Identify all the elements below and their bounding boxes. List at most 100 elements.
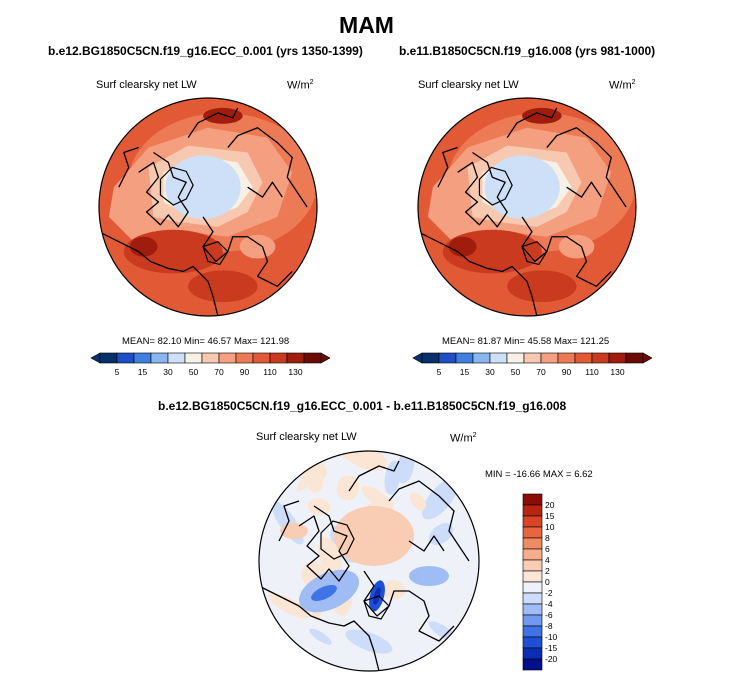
colorbar-label: 15 [138, 367, 148, 377]
colorbar-swatch [574, 352, 593, 364]
field-region [558, 234, 595, 259]
map-boundary [98, 97, 318, 317]
colorbar-end-low [90, 352, 101, 364]
colorbar-label: -8 [545, 621, 553, 631]
colorbar-end-high [320, 352, 330, 364]
colorbar-label: -10 [545, 632, 558, 642]
colorbar-label: 15 [460, 367, 470, 377]
colorbar-swatch [218, 352, 237, 364]
colorbar-swatch [523, 352, 542, 364]
colorbar-end-high [642, 352, 652, 364]
panel-right-units: W/m2 [609, 79, 636, 92]
field-region [280, 523, 308, 539]
polar-map-left [98, 97, 318, 317]
field-region [309, 628, 332, 645]
coastline [546, 127, 627, 208]
coastline [278, 500, 300, 542]
field-region [448, 236, 477, 257]
colorbar-swatch [506, 352, 525, 364]
plot-title: MAM [339, 12, 394, 38]
diff-title: b.e12.BG1850C5CN.f19_g16.ECC_0.001 - b.e… [158, 399, 567, 413]
colorbar-swatch [591, 352, 610, 364]
colorbar-label: 70 [536, 367, 546, 377]
colorbar-label: 8 [545, 533, 550, 543]
colorbar-swatch [522, 570, 543, 583]
field-region [339, 451, 388, 471]
colorbar-label: -2 [545, 588, 553, 598]
colorbar-label: 0 [545, 577, 550, 587]
colorbar-swatch [522, 658, 543, 671]
colorbar-swatch [201, 352, 220, 364]
field-region [296, 463, 324, 492]
colorbar-label: 4 [545, 555, 550, 565]
colorbar-swatch [625, 352, 644, 364]
colorbar-swatch [150, 352, 169, 364]
colorbar-swatch [522, 537, 543, 550]
colorbar-label: 20 [545, 500, 555, 510]
field-region [336, 475, 360, 501]
colorbar-swatch [472, 352, 491, 364]
colorbar-swatch [235, 352, 254, 364]
coastline [298, 505, 350, 582]
panel-left-units: W/m2 [287, 79, 314, 92]
colorbar-swatch [522, 493, 543, 506]
colorbar-label: 30 [163, 367, 173, 377]
coastline [118, 146, 139, 188]
field-region [409, 566, 449, 586]
field-region [373, 587, 381, 605]
field-region [334, 506, 414, 566]
polar-map-diff [258, 450, 480, 672]
coastline [437, 146, 458, 188]
panel-left-title: b.e12.BG1850C5CN.f19_g16.ECC_0.001 (yrs … [48, 44, 363, 58]
colorbar-label: 70 [214, 367, 224, 377]
colorbar-swatch [522, 581, 543, 594]
field-region [311, 584, 337, 602]
coastline [202, 216, 293, 287]
coastline [227, 127, 308, 208]
colorbar-swatch [540, 352, 559, 364]
colorbar-label: 5 [437, 367, 442, 377]
colorbar-swatch [303, 352, 322, 364]
colorbar-label: -20 [545, 654, 558, 664]
colorbar-swatch [522, 603, 543, 616]
colorbar-label: 130 [610, 367, 624, 377]
colorbar-label: 90 [562, 367, 572, 377]
coastline [247, 181, 283, 198]
colorbar-right: 5 15 30 50 70 90 110 130 [412, 352, 652, 377]
field-region [188, 270, 258, 303]
colorbar-label: -6 [545, 610, 553, 620]
colorbar-swatch [522, 614, 543, 627]
colorbar-swatch [269, 352, 288, 364]
colorbar-end-low [412, 352, 423, 364]
field-region [522, 107, 562, 124]
field-region [410, 492, 427, 511]
colorbar-swatch [286, 352, 305, 364]
panel-right-variable: Surf clearsky net LW [418, 79, 519, 91]
colorbar-swatch [522, 548, 543, 561]
colorbar-swatch [522, 647, 543, 660]
colorbar-label: 10 [545, 522, 555, 532]
colorbar-label: 90 [240, 367, 250, 377]
colorbar-swatch [522, 504, 543, 517]
coastline [363, 570, 455, 642]
colorbar-swatch [608, 352, 627, 364]
colorbar-label: 50 [511, 367, 521, 377]
colorbar-label: 30 [485, 367, 495, 377]
coastline [259, 585, 380, 671]
colorbar-swatch [438, 352, 457, 364]
field-region [129, 236, 158, 257]
field-region [239, 234, 276, 259]
colorbar-label: 110 [585, 367, 599, 377]
field-region [361, 485, 395, 511]
coastline [457, 151, 508, 228]
coastline [408, 535, 445, 552]
coastline [521, 240, 548, 266]
colorbar-label: -4 [545, 599, 553, 609]
colorbar-label: 130 [288, 367, 302, 377]
colorbar-swatch [421, 352, 440, 364]
coastline [202, 240, 229, 266]
field-region [307, 498, 331, 516]
coastline [138, 151, 189, 228]
colorbar-swatch [522, 636, 543, 649]
